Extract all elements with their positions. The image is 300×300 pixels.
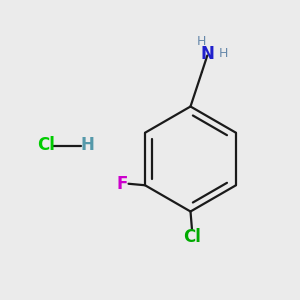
Text: H: H (80, 136, 94, 154)
Text: H: H (197, 35, 207, 49)
Text: Cl: Cl (38, 136, 56, 154)
Text: H: H (219, 46, 229, 60)
Text: F: F (116, 175, 128, 193)
Text: Cl: Cl (183, 228, 201, 246)
Text: N: N (200, 45, 214, 63)
